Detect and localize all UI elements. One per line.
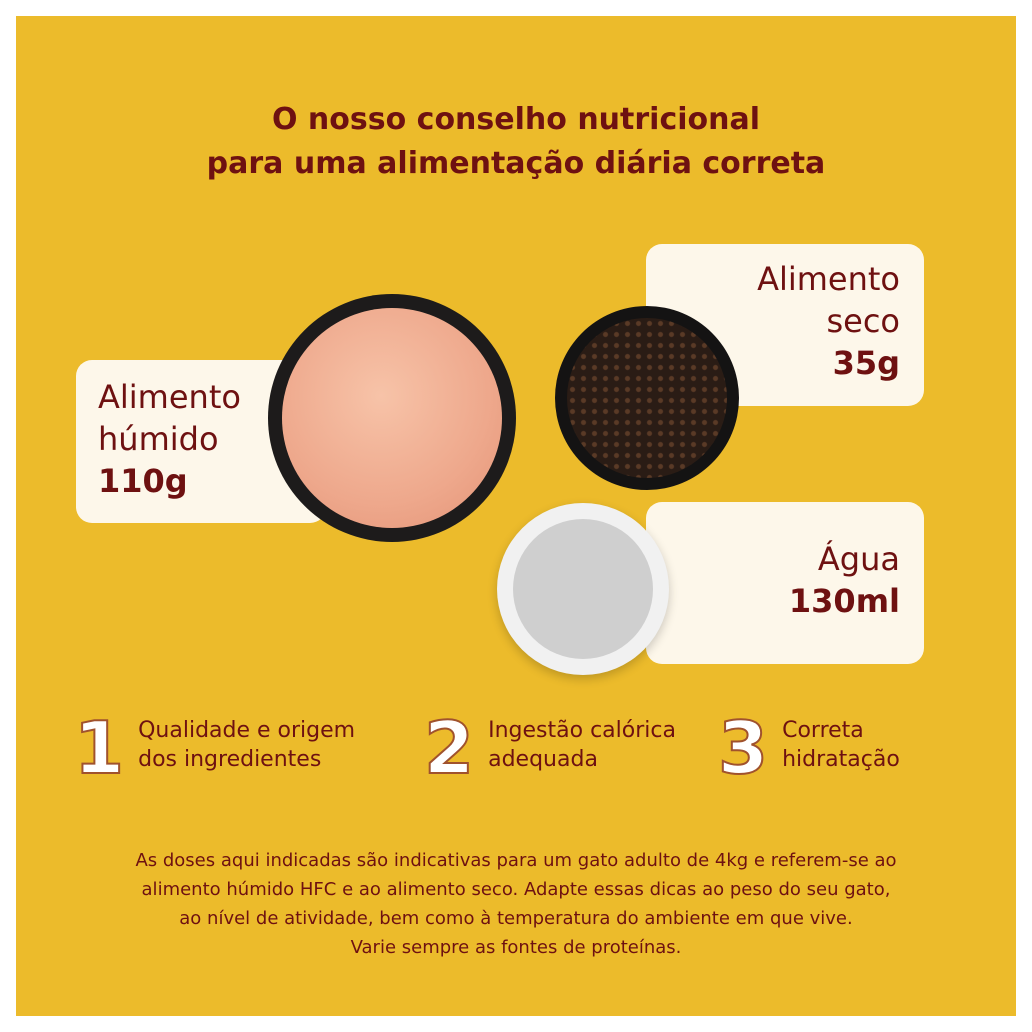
note-line: alimento húmido HFC e ao alimento seco. … — [141, 879, 891, 900]
water-card: Água 130ml — [646, 502, 924, 664]
title-line-1: O nosso conselho nutricional — [271, 102, 761, 137]
step-text: hidratação — [782, 747, 900, 772]
step-3: 3 Correta hidratação — [717, 706, 900, 790]
step-text: adequada — [488, 747, 598, 772]
dry-label-2: seco — [826, 302, 900, 340]
title-line-2: para uma alimentação diária correta — [206, 146, 826, 181]
step-number: 3 — [717, 706, 769, 790]
disclaimer-note: As doses aqui indicadas são indicativas … — [0, 846, 1032, 962]
step-text: Ingestão calórica — [488, 718, 676, 743]
note-line: Varie sempre as fontes de proteínas. — [350, 937, 682, 958]
page-title: O nosso conselho nutricional para uma al… — [0, 98, 1032, 186]
step-number: 1 — [73, 706, 125, 790]
step-1: 1 Qualidade e origem dos ingredientes — [73, 706, 356, 790]
water-bowl-image — [497, 503, 669, 675]
note-line: As doses aqui indicadas são indicativas … — [135, 850, 897, 871]
water-amount: 130ml — [788, 582, 900, 620]
dry-food-bowl-image — [555, 306, 739, 490]
water-label: Água — [817, 540, 900, 578]
step-2: 2 Ingestão calórica adequada — [423, 706, 676, 790]
wet-label-1: Alimento — [98, 378, 241, 416]
dry-amount: 35g — [832, 344, 900, 382]
note-line: ao nível de atividade, bem como à temper… — [179, 908, 853, 929]
dry-label-1: Alimento — [757, 260, 900, 298]
step-number: 2 — [423, 706, 475, 790]
wet-label-2: húmido — [98, 420, 219, 458]
step-text: Qualidade e origem — [138, 718, 356, 743]
step-text: dos ingredientes — [138, 747, 322, 772]
wet-food-bowl-image — [268, 294, 516, 542]
wet-amount: 110g — [98, 462, 188, 500]
step-text: Correta — [782, 718, 864, 743]
